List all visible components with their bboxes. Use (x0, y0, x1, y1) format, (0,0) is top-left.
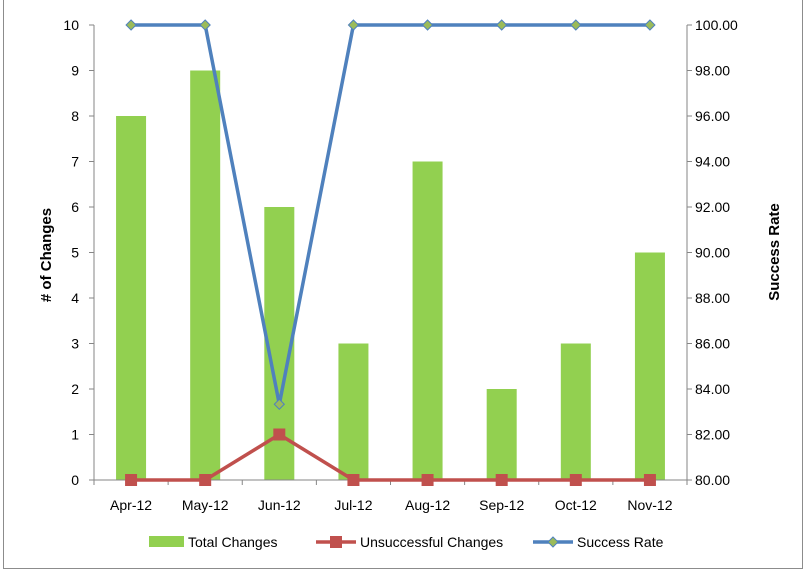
y-tick-label: 0 (71, 472, 79, 488)
point-success-rate (570, 19, 582, 31)
y2-tick-label: 82.00 (695, 427, 730, 443)
x-tick-label: Jul-12 (334, 497, 372, 513)
point-unsuccessful-changes (125, 474, 138, 486)
bar-total-changes (190, 70, 221, 480)
point-success-rate (644, 19, 656, 31)
line-success-rate (131, 23, 650, 406)
y2-tick-label: 80.00 (695, 472, 730, 488)
y-tick-label: 3 (71, 336, 79, 352)
point-success-rate (199, 19, 211, 31)
legend-label-unsuccessful-changes: Unsuccessful Changes (360, 534, 503, 550)
point-unsuccessful-changes (199, 474, 212, 486)
point-unsuccessful-changes (347, 474, 360, 486)
y-axis-title: # of Changes (38, 208, 55, 302)
y-tick-label: 2 (71, 381, 79, 397)
y2-tick-label: 88.00 (695, 290, 730, 306)
y-tick-label: 9 (71, 63, 79, 79)
point-unsuccessful-changes (569, 474, 582, 486)
x-tick-label: Aug-12 (405, 497, 450, 513)
lines-layer (125, 19, 656, 486)
y2-axis-title: Success Rate (766, 203, 783, 301)
bars-layer (116, 70, 665, 480)
legend-label-success-rate: Success Rate (577, 534, 664, 550)
y-tick-label: 1 (71, 427, 79, 443)
x-tick-label: Sep-12 (479, 497, 524, 513)
legend-marker-success-rate (547, 536, 559, 548)
y2-tick-label: 100.00 (695, 17, 738, 33)
legend: Total Changes Unsuccessful Changes Success… (149, 534, 664, 550)
point-success-rate (495, 19, 508, 31)
y-tick-label: 10 (63, 17, 79, 33)
y-tick-label: 7 (71, 154, 79, 170)
bar-total-changes (560, 343, 591, 480)
point-unsuccessful-changes (273, 428, 286, 441)
point-unsuccessful-changes (495, 474, 508, 486)
chart-frame: 0 1 2 3 4 5 6 7 8 9 10 80.00 82.00 84.00 86.00 88.00 90.… (3, 0, 803, 569)
y2-tick-label: 96.00 (695, 108, 730, 124)
y2-tick-label: 98.00 (695, 63, 730, 79)
x-tick-label: Nov-12 (627, 497, 672, 513)
combo-chart: 0 1 2 3 4 5 6 7 8 9 10 80.00 82.00 84.00 86.00 88.00 90.… (38, 17, 783, 550)
y-tick-label: 6 (71, 199, 79, 215)
bar-total-changes (634, 252, 665, 480)
y2-tick-label: 90.00 (695, 245, 730, 261)
point-success-rate (273, 398, 286, 410)
y2-tick-label: 84.00 (695, 381, 730, 397)
point-success-rate (125, 19, 137, 31)
y2-tick-label: 86.00 (695, 336, 730, 352)
y-tick-label: 4 (71, 290, 79, 306)
bar-total-changes (116, 116, 147, 480)
legend-label-total-changes: Total Changes (188, 534, 278, 550)
point-unsuccessful-changes (421, 474, 434, 486)
point-unsuccessful-changes (643, 474, 656, 486)
legend-swatch-total-changes (149, 536, 184, 547)
line-unsuccessful-changes (131, 432, 650, 482)
point-success-rate (421, 19, 434, 31)
x-tick-label: Jun-12 (258, 497, 301, 513)
x-tick-label: Oct-12 (555, 497, 597, 513)
bar-total-changes (338, 343, 369, 480)
y2-tick-label: 92.00 (695, 199, 730, 215)
point-success-rate (347, 19, 360, 31)
x-tick-label: Apr-12 (110, 497, 152, 513)
y-tick-label: 5 (71, 245, 79, 261)
x-tick-label: May-12 (182, 497, 229, 513)
bar-total-changes (486, 389, 517, 480)
y-tick-label: 8 (71, 108, 79, 124)
y2-tick-label: 94.00 (695, 154, 730, 170)
bar-total-changes (412, 161, 443, 480)
legend-marker-unsuccessful-changes (330, 536, 342, 548)
